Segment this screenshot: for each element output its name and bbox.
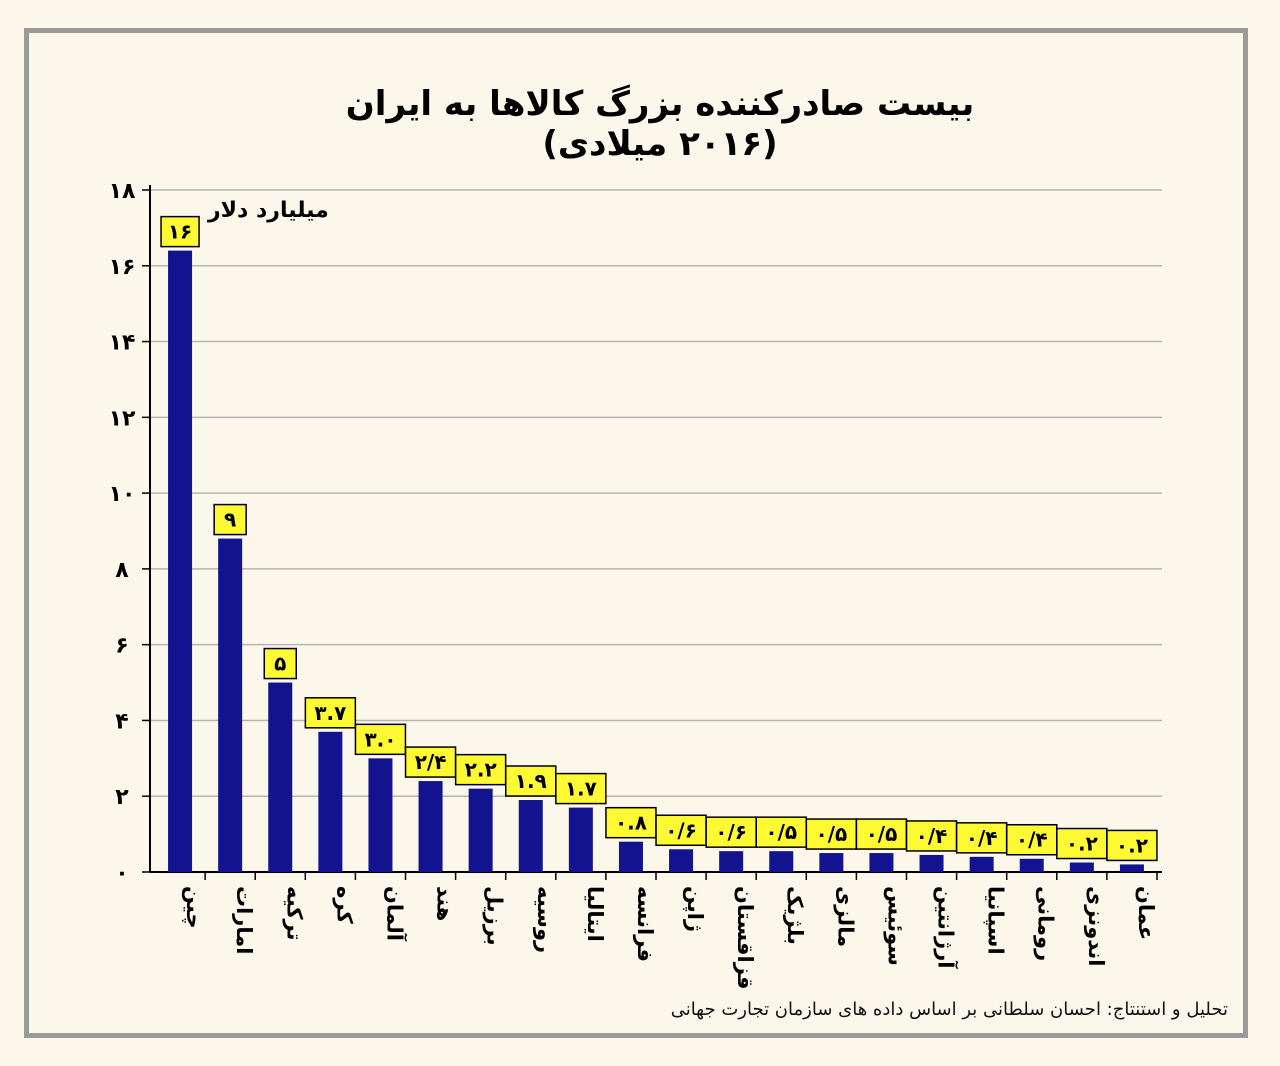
value-label: ۱.۷ [565,777,597,801]
value-label-box [1005,823,1058,856]
category-label: رومانی [1034,886,1058,961]
bar [769,851,794,872]
value-label-box [805,818,858,850]
value-label: ۱۶ [168,220,192,244]
bar [719,851,744,872]
value-label-box [1056,827,1108,860]
bar [618,841,643,872]
value-label: ۳.۰ [364,727,396,751]
y-tick-label: ۲ [115,785,129,810]
bar [218,538,243,872]
bar [919,854,944,872]
value-label-box [605,806,657,839]
y-tick-label: ۰ [115,861,128,886]
value-label-box [1106,829,1158,862]
value-label-box [263,647,298,680]
value-label-box [555,772,607,805]
value-label: ۰/۵ [866,822,898,846]
category-label: آلمان [382,886,407,942]
value-label-box [855,818,908,850]
category-label: اسپانیا [984,886,1008,955]
value-label: ۰.۲ [1116,833,1148,857]
value-label: ۰.۸ [615,811,647,835]
value-label: ۰/۵ [765,820,797,844]
bar [568,807,593,872]
category-label: روسیه [533,886,557,953]
bar [1019,858,1044,872]
bar [1119,864,1144,872]
category-label: آرژانتین [934,886,959,969]
category-label: کره [332,886,356,924]
category-label: عمان [1134,886,1158,940]
category-label: ایتالیا [583,886,607,942]
category-label: ترکیه [282,886,306,940]
bar [318,731,343,872]
y-tick-label: ۱۶ [109,255,136,280]
category-label: مالزی [833,886,857,947]
value-label: ۹ [224,508,236,532]
bar [418,781,443,872]
value-label: ۰/۴ [1016,828,1048,852]
y-tick-label: ۱۰ [109,482,136,507]
value-label-box [655,814,707,847]
y-axis-unit-label: میلیارد دلار [208,198,329,223]
bar [518,800,543,872]
value-label-box [404,746,457,778]
value-label: ۰/۶ [665,818,697,842]
bar [368,758,393,872]
category-label: قزاقستان [733,886,757,990]
value-label-box [955,822,1008,854]
y-tick-label: ۱۸ [109,179,136,204]
category-label: هند [433,886,457,921]
value-label: ۲/۴ [415,750,447,774]
category-label: برزیل [483,886,507,946]
source-credit: تحلیل و استنتاج: احسان سلطانی بر اساس دا… [670,999,1228,1020]
bar [669,849,694,872]
bar [1069,862,1094,872]
category-label: بلژیک [783,886,807,945]
bar [969,856,994,872]
value-label-box [354,723,407,756]
bar [268,682,293,872]
category-label: سوئیس [883,886,907,966]
y-tick-label: ۶ [115,634,128,659]
value-label: ۱.۹ [515,769,547,793]
bar [468,788,493,872]
value-label: ۳.۷ [314,701,346,725]
category-label: چین [182,886,206,929]
value-label-box [213,503,247,536]
category-label: امارات [232,886,256,954]
value-label: ۰/۵ [815,822,847,846]
category-label: اندونزی [1084,886,1108,966]
y-tick-label: ۱۲ [109,406,136,431]
value-label: ۰/۶ [715,820,747,844]
bar [869,853,894,872]
value-label-box [304,697,357,729]
y-tick-label: ۸ [115,558,129,583]
y-tick-label: ۴ [115,709,128,734]
bar [819,853,844,872]
value-label: ۵ [274,652,286,676]
value-label: ۰/۴ [916,824,948,848]
category-label: ژاپن [683,886,707,932]
y-tick-label: ۱۴ [109,331,136,356]
value-label: ۰.۲ [1066,832,1098,856]
chart-title: بیست صادرکننده بزرگ کالاها به ایران (۲۰۱… [345,84,975,164]
bar [168,250,193,873]
value-label-box [905,820,958,852]
chart-frame [24,28,1248,1038]
value-label: ۰/۴ [966,826,998,850]
value-label-box [160,215,200,248]
value-label: ۲.۲ [465,758,497,782]
category-label: فرانسه [633,886,657,962]
